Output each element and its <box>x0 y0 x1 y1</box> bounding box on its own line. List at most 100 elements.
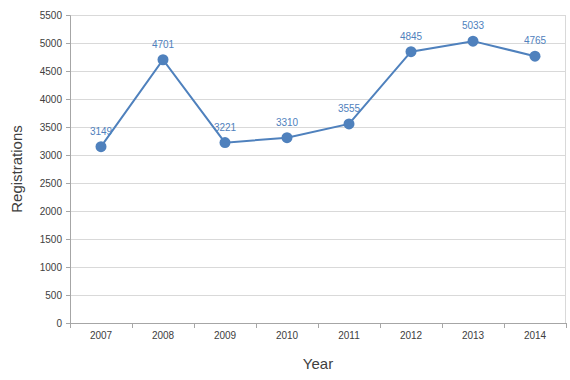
x-tick-label: 2011 <box>338 330 360 341</box>
grid-line <box>70 127 566 128</box>
grid-line <box>70 15 566 16</box>
y-tick-mark <box>66 99 70 100</box>
y-tick-label: 5500 <box>40 10 63 21</box>
line <box>101 41 535 147</box>
y-tick-label: 0 <box>56 318 62 329</box>
point <box>344 118 355 129</box>
grid-line <box>70 99 566 100</box>
x-divider <box>566 323 567 328</box>
data-label: 3149 <box>90 126 113 137</box>
y-tick-label: 1000 <box>40 262 63 273</box>
x-tick: 2011 <box>338 323 360 341</box>
grid <box>70 15 566 323</box>
data-label: 5033 <box>462 20 485 31</box>
grid-line <box>70 183 566 184</box>
x-tick-label: 2007 <box>90 330 113 341</box>
data-label: 3310 <box>276 117 299 128</box>
point <box>468 36 479 47</box>
y-tick-label: 2000 <box>40 206 63 217</box>
y-tick-mark <box>66 267 70 268</box>
grid-line <box>70 71 566 72</box>
plot: 0 500 1000 1500 2000 2500 3000 3500 4000 4500 5000… <box>40 10 567 341</box>
y-tick-label: 4000 <box>40 94 63 105</box>
y-tick: 2500 <box>40 178 70 189</box>
x-tick-label: 2012 <box>400 330 423 341</box>
x-axis: 2007 2008 2009 2010 2011 2012 2013 2014 <box>71 323 567 341</box>
y-tick-label: 1500 <box>40 234 63 245</box>
x-tick: 2013 <box>462 323 485 341</box>
y-tick-mark <box>66 127 70 128</box>
data-label: 4765 <box>524 35 547 46</box>
y-tick-mark <box>66 43 70 44</box>
y-tick: 5500 <box>40 10 70 21</box>
y-tick: 4500 <box>40 66 70 77</box>
y-tick-label: 4500 <box>40 66 63 77</box>
x-tick: 2010 <box>276 323 299 341</box>
point <box>530 51 541 62</box>
x-divider <box>132 323 133 328</box>
point <box>406 46 417 57</box>
chart: 0 500 1000 1500 2000 2500 3000 3500 4000 4500 5000… <box>0 0 570 380</box>
x-tick: 2012 <box>400 323 423 341</box>
x-divider <box>442 323 443 328</box>
data-label: 4701 <box>152 39 175 50</box>
y-axis: 0 500 1000 1500 2000 2500 3000 3500 4000 4500 5000… <box>40 10 71 329</box>
y-tick: 1500 <box>40 234 70 245</box>
x-tick-label: 2013 <box>462 330 485 341</box>
y-tick-mark <box>66 323 70 324</box>
x-dividers <box>71 323 567 328</box>
x-divider <box>194 323 195 328</box>
data-label: 3221 <box>214 122 237 133</box>
y-tick-mark <box>66 211 70 212</box>
point <box>282 132 293 143</box>
y-tick: 5000 <box>40 38 70 49</box>
x-tick: 2009 <box>214 323 237 341</box>
grid-line <box>70 267 566 268</box>
y-tick: 0 <box>56 318 70 329</box>
y-tick: 500 <box>45 290 70 301</box>
y-tick-mark <box>66 15 70 16</box>
y-tick: 2000 <box>40 206 70 217</box>
y-tick: 3000 <box>40 150 70 161</box>
y-tick-mark <box>66 295 70 296</box>
data-label: 4845 <box>400 31 423 42</box>
x-tick-label: 2010 <box>276 330 299 341</box>
x-tick-label: 2014 <box>524 330 547 341</box>
grid-line <box>70 239 566 240</box>
x-tick: 2007 <box>90 323 113 341</box>
y-tick: 3500 <box>40 122 70 133</box>
y-tick-label: 2500 <box>40 178 63 189</box>
y-tick-mark <box>66 183 70 184</box>
point <box>158 54 169 65</box>
plot-frame <box>565 15 566 323</box>
y-tick-label: 500 <box>45 290 62 301</box>
y-axis-title: Registrations <box>8 125 25 213</box>
y-tick-mark <box>66 239 70 240</box>
y-tick-mark <box>66 155 70 156</box>
data-label: 3555 <box>338 103 361 114</box>
x-tick: 2008 <box>152 323 175 341</box>
x-divider <box>380 323 381 328</box>
y-tick: 1000 <box>40 262 70 273</box>
x-tick-label: 2008 <box>152 330 175 341</box>
x-divider <box>318 323 319 328</box>
y-tick-label: 3500 <box>40 122 63 133</box>
grid-line <box>70 155 566 156</box>
y-tick: 4000 <box>40 94 70 105</box>
y-axis-line <box>66 16 71 324</box>
grid-line <box>70 211 566 212</box>
y-tick-label: 5000 <box>40 38 63 49</box>
point <box>96 141 107 152</box>
y-tick-label: 3000 <box>40 150 63 161</box>
series <box>96 36 541 153</box>
x-tick-label: 2009 <box>214 330 237 341</box>
x-axis-title: Year <box>303 355 333 372</box>
point <box>220 137 231 148</box>
x-tick: 2014 <box>524 323 547 341</box>
y-tick-mark <box>66 71 70 72</box>
grid-line <box>70 295 566 296</box>
x-divider <box>256 323 257 328</box>
data-labels: 3149 4701 3221 3310 3555 4845 5033 4765 <box>90 20 547 137</box>
grid-line <box>70 43 566 44</box>
x-divider <box>504 323 505 328</box>
